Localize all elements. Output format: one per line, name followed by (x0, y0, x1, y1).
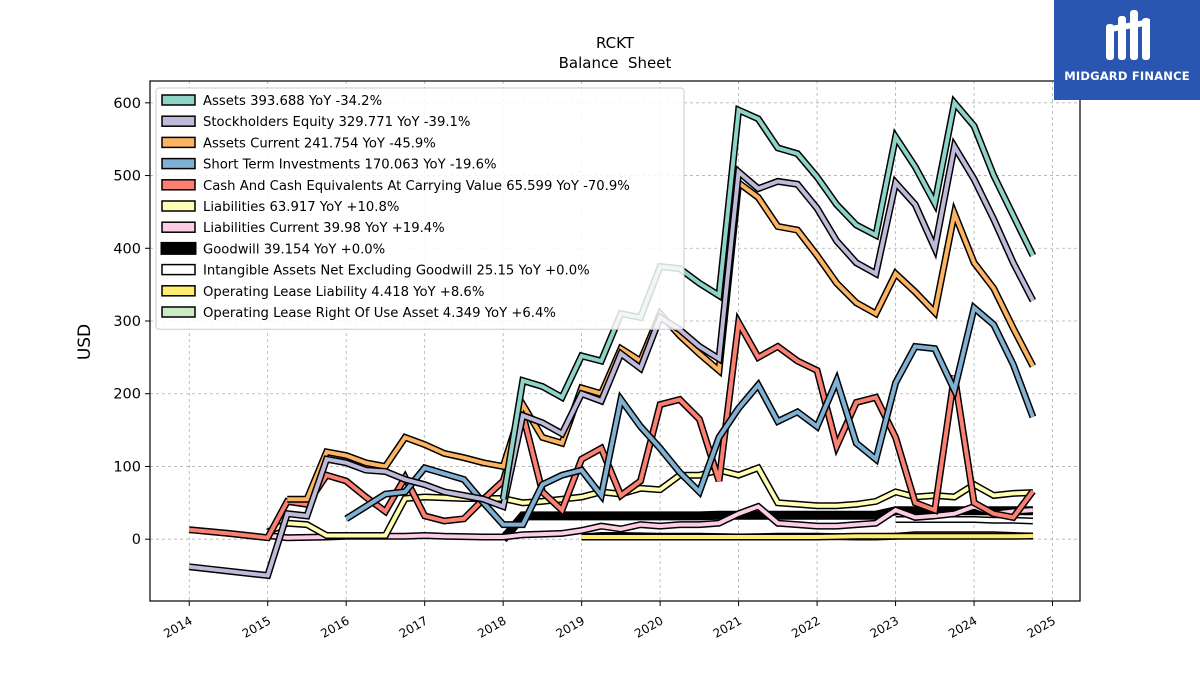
brand-mark-icon (1106, 10, 1150, 60)
series-line (266, 465, 1033, 538)
legend-swatch (161, 94, 196, 106)
legend-swatch (161, 200, 196, 212)
legend-entry-label: Liabilities Current 39.98 YoY +19.4% (203, 221, 445, 236)
chart-title: RCKT (596, 34, 635, 52)
legend-swatch (161, 179, 196, 191)
brand-name: MIDGARD FINANCE (1064, 69, 1190, 83)
series-line (345, 304, 1035, 527)
legend-box (155, 87, 685, 330)
brand-logo: MIDGARD FINANCE (1054, 0, 1200, 100)
legend-entry-label: Assets 393.688 YoY -34.2% (203, 94, 382, 109)
legend-entry-label: Liabilities 63.917 YoY +10.8% (203, 200, 399, 215)
legend-entry-label: Short Term Investments 170.063 YoY -19.6… (203, 158, 497, 173)
legend-entry-label: Operating Lease Right Of Use Asset 4.349… (203, 306, 556, 321)
legend-entry-label: Stockholders Equity 329.771 YoY -39.1% (203, 115, 470, 130)
chart-subtitle: Balance Sheet (559, 54, 672, 72)
legend-swatch (161, 285, 196, 297)
y-tick-label: 400 (113, 241, 141, 257)
legend-entry-label: Goodwill 39.154 YoY +0.0% (203, 242, 385, 257)
legend-entry-label: Assets Current 241.754 YoY -45.9% (203, 136, 436, 151)
series-line (188, 141, 1035, 578)
legend-entry-label: Cash And Cash Equivalents At Carrying Va… (203, 179, 630, 194)
y-tick-label: 200 (113, 387, 141, 403)
series-line (189, 316, 1035, 540)
y-tick-label: 0 (132, 532, 141, 548)
y-axis-label: USD (75, 324, 95, 360)
series-line (501, 98, 1035, 500)
legend-swatch (161, 157, 196, 170)
series-line (267, 504, 1034, 540)
legend: Assets 393.688 YoY -34.2% Stockholders Eq… (155, 87, 685, 330)
plot-frame (149, 80, 1081, 602)
series-line (581, 534, 1033, 539)
legend-entry-label: Operating Lease Liability 4.418 YoY +8.6… (203, 285, 484, 300)
series-layer (188, 94, 1037, 580)
y-tick-label: 100 (113, 459, 141, 475)
legend-swatch (161, 136, 196, 149)
y-tick-label: 500 (113, 169, 141, 185)
y-tick-label: 300 (113, 314, 141, 330)
legend-swatch (160, 241, 197, 255)
y-tick-label: 600 (113, 96, 141, 112)
legend-swatch (161, 221, 196, 233)
legend-swatch (161, 263, 196, 276)
legend-entry-label: Intangible Assets Net Excluding Goodwill… (203, 264, 590, 279)
legend-swatch (161, 306, 196, 318)
legend-swatch (161, 115, 196, 127)
